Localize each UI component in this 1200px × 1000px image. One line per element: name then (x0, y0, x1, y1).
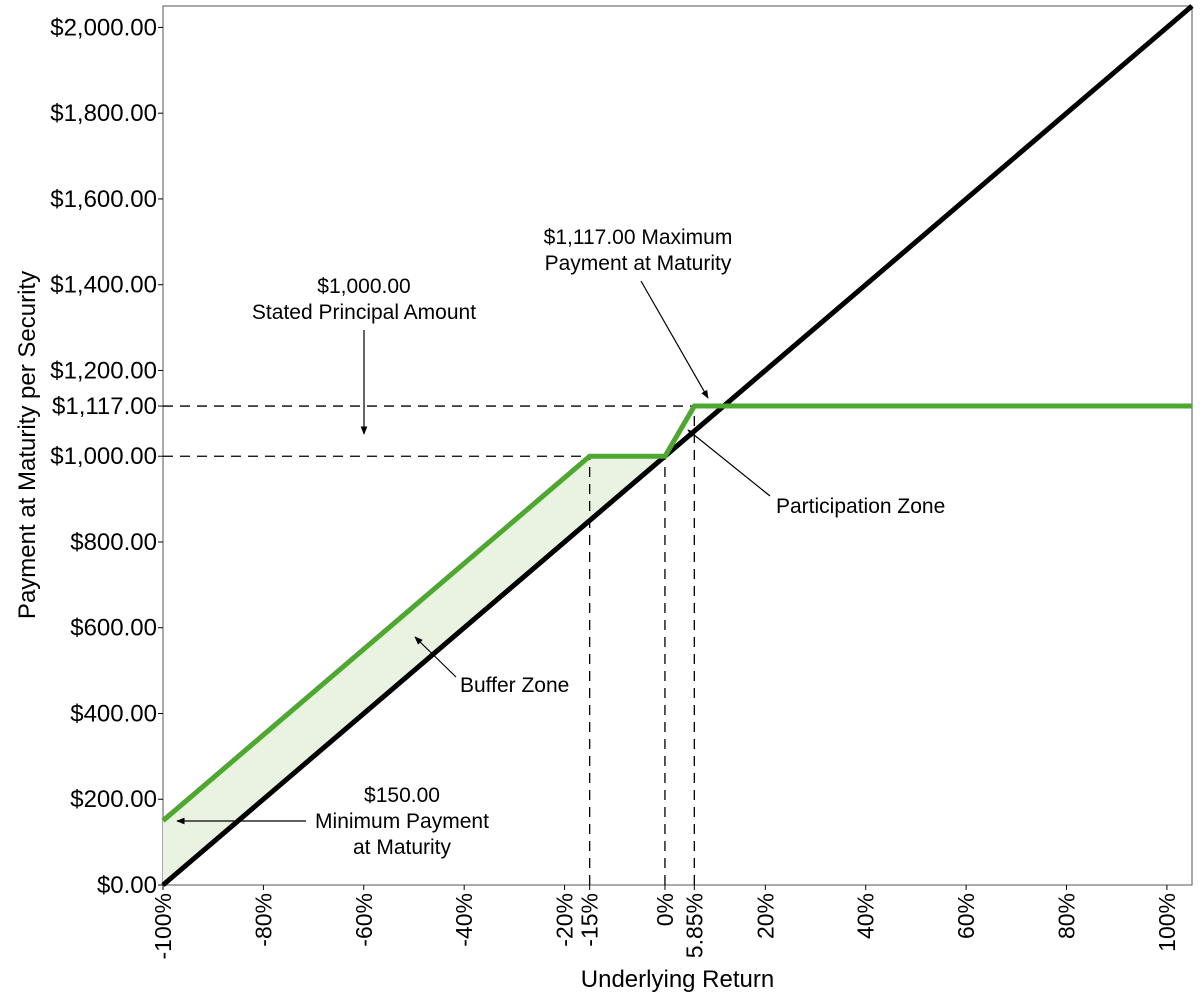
minimum-payment-annotation-line: $150.00 (364, 784, 440, 807)
maximum-payment-arrow (640, 280, 709, 399)
participation-zone-arrow (687, 429, 771, 497)
x-tick-label: 0% (652, 893, 678, 926)
stated-principal-annotation-line: $1,000.00 (317, 275, 410, 298)
y-tick-label: $1,117.00 (52, 393, 157, 420)
x-tick-label: -60% (351, 893, 377, 947)
minimum-payment-annotation: $150.00 Minimum Payment at Maturity (315, 784, 489, 859)
x-tick-label: -15% (577, 893, 603, 947)
y-tick-label: $200.00 (70, 786, 157, 813)
x-axis-title: Underlying Return (581, 966, 774, 993)
x-tick-label: -20% (552, 893, 578, 947)
payment-line (161, 403, 1192, 823)
y-axis-title: Payment at Maturity per Security (14, 271, 41, 619)
stated-principal-annotation-line: Stated Principal Amount (252, 301, 476, 324)
y-tick-label: $1,000.00 (50, 443, 157, 470)
maximum-payment-annotation: $1,117.00 Maximum Payment at Maturity (544, 226, 733, 275)
y-tick-label: $1,600.00 (50, 186, 157, 213)
minimum-payment-annotation-line: at Maturity (353, 836, 452, 859)
x-tick-label: 20% (752, 893, 778, 939)
maximum-payment-annotation-line: $1,117.00 Maximum (544, 226, 733, 249)
y-tick-label: $2,000.00 (50, 14, 157, 41)
buffer-zone-arrow (414, 636, 457, 678)
y-tick-label: $400.00 (70, 700, 157, 727)
y-tick-label: $1,200.00 (50, 357, 157, 384)
stated-principal-annotation: $1,000.00 Stated Principal Amount (252, 275, 476, 324)
y-tick-label: $600.00 (70, 615, 157, 642)
buffer-zone-annotation: Buffer Zone (460, 674, 569, 697)
y-tick-label: $800.00 (70, 529, 157, 556)
y-tick-label: $1,800.00 (50, 100, 157, 127)
x-tick-label: -80% (250, 893, 276, 947)
participation-zone-annotation: Participation Zone (776, 495, 945, 518)
x-tick-label: 40% (853, 893, 879, 939)
x-tick-label: 100% (1154, 893, 1180, 952)
x-tick-label: -100% (150, 893, 176, 959)
x-tick-label: 5.85% (681, 893, 707, 958)
maximum-payment-annotation-line: Payment at Maturity (545, 252, 732, 275)
x-tick-label: 60% (953, 893, 979, 939)
x-tick-label: -40% (451, 893, 477, 947)
y-tick-label: $1,400.00 (50, 272, 157, 299)
y-tick-label: $0.00 (97, 872, 157, 899)
buffer-zone-annotation-line: Buffer Zone (460, 674, 569, 697)
underlying-line (161, 4, 1194, 887)
minimum-payment-annotation-line: Minimum Payment (315, 810, 489, 833)
x-tick-label: 80% (1054, 893, 1080, 939)
participation-zone-annotation-line: Participation Zone (776, 495, 945, 518)
